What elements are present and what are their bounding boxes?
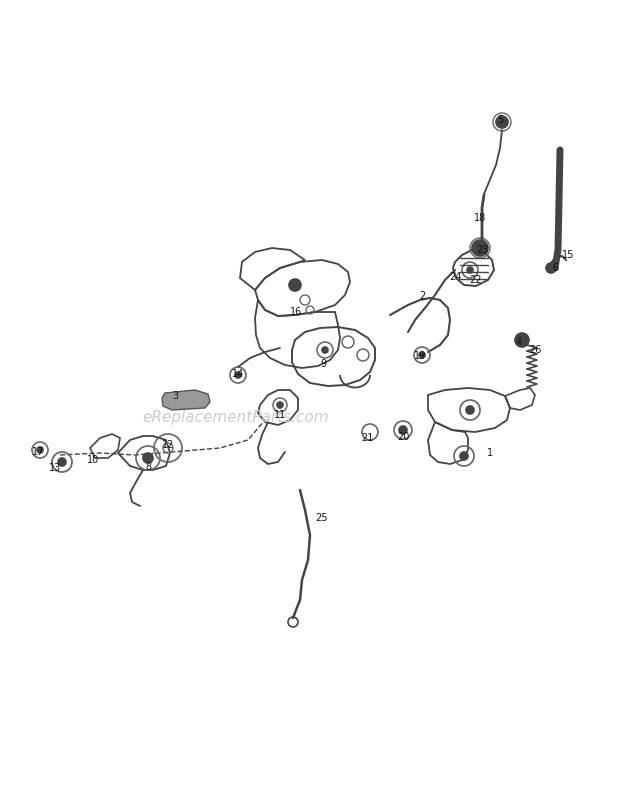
Text: 8: 8: [145, 462, 151, 472]
Text: 1: 1: [487, 448, 493, 458]
Text: 4: 4: [516, 337, 522, 347]
Circle shape: [143, 453, 153, 463]
Polygon shape: [162, 390, 210, 410]
Text: 18: 18: [474, 213, 486, 223]
Text: 11: 11: [274, 410, 286, 420]
Text: 17: 17: [32, 447, 44, 457]
Circle shape: [399, 426, 407, 434]
Text: 13: 13: [49, 463, 61, 473]
Text: 23: 23: [476, 245, 488, 255]
Circle shape: [546, 263, 556, 273]
Text: 9: 9: [320, 359, 326, 369]
Circle shape: [515, 333, 529, 347]
Text: 24: 24: [449, 272, 461, 282]
Text: 19: 19: [414, 351, 426, 361]
Text: 2: 2: [419, 291, 425, 301]
Text: 5: 5: [497, 115, 503, 125]
Text: 15: 15: [562, 250, 574, 260]
Circle shape: [235, 372, 241, 378]
Circle shape: [58, 458, 66, 466]
Text: 3: 3: [172, 391, 178, 401]
Circle shape: [322, 347, 328, 353]
Text: 20: 20: [397, 432, 409, 442]
Text: 12: 12: [162, 440, 174, 450]
Text: 25: 25: [315, 513, 327, 523]
Text: 10: 10: [87, 455, 99, 465]
Text: 21: 21: [361, 433, 373, 443]
Circle shape: [37, 447, 43, 453]
Circle shape: [472, 240, 488, 256]
Text: 22: 22: [469, 275, 481, 285]
Text: 16: 16: [290, 307, 302, 317]
Circle shape: [467, 267, 473, 273]
Circle shape: [289, 279, 301, 291]
Text: 14: 14: [232, 369, 244, 379]
Circle shape: [277, 402, 283, 408]
Circle shape: [496, 116, 508, 128]
Circle shape: [460, 452, 468, 460]
Text: 26: 26: [529, 345, 541, 355]
Text: eReplacementParts.com: eReplacementParts.com: [142, 410, 329, 424]
Text: 6: 6: [552, 263, 558, 273]
Circle shape: [466, 406, 474, 414]
Circle shape: [419, 352, 425, 358]
